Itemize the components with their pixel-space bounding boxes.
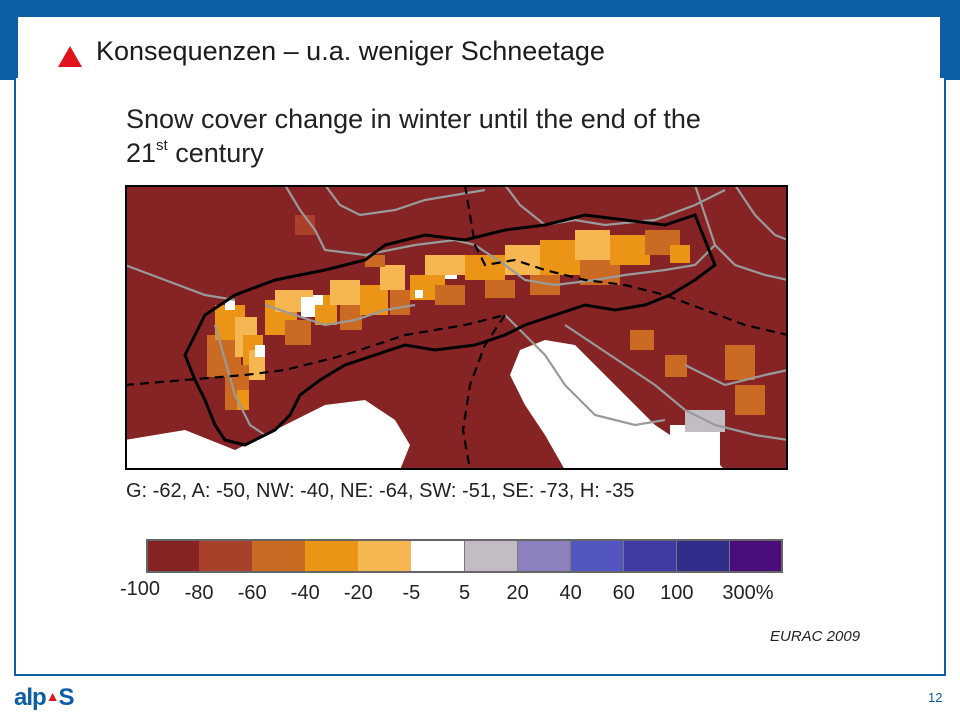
dashed-line xyxy=(463,185,788,337)
triangle-bullet-icon xyxy=(58,46,82,67)
border-line xyxy=(504,185,726,227)
figure-title-line1: Snow cover change in winter until the en… xyxy=(126,104,701,134)
figure-title-century-word: century xyxy=(167,138,264,168)
map-cell xyxy=(540,240,580,275)
map-cell xyxy=(575,230,610,260)
dashed-line xyxy=(125,313,506,387)
alpine-change-cells xyxy=(207,215,765,415)
border-line xyxy=(125,263,236,302)
map-cell xyxy=(530,275,560,295)
figure-title-line2: 21st century xyxy=(126,136,701,170)
colorbar-tick-label: 100 xyxy=(660,582,694,604)
dashed-line xyxy=(461,314,506,470)
map-cell xyxy=(610,235,650,265)
border-line xyxy=(504,314,666,427)
map-cell xyxy=(670,425,720,470)
colorbar-tick-label: 40 xyxy=(559,582,582,604)
colorbar-tick-label: -100 xyxy=(119,578,161,600)
map-cell xyxy=(295,215,315,235)
source-credit: EURAC 2009 xyxy=(770,628,861,645)
map-cell xyxy=(630,330,654,350)
colorbar-swatch xyxy=(623,539,678,573)
border-line xyxy=(213,324,266,436)
figure-title: Snow cover change in winter until the en… xyxy=(126,102,701,170)
map-cell xyxy=(313,295,323,305)
map-frame xyxy=(125,185,788,470)
map-cell xyxy=(225,300,235,310)
slide-title: Konsequenzen – u.a. weniger Schneetage xyxy=(96,36,605,66)
colorbar-swatch xyxy=(252,539,306,573)
title-box xyxy=(16,15,942,79)
map-cell xyxy=(435,285,465,305)
map-cell xyxy=(285,320,311,345)
snow-cover-map xyxy=(125,185,788,470)
map-cell xyxy=(725,345,755,380)
map-cell xyxy=(485,280,515,298)
colorbar-tick-label: -60 xyxy=(237,582,267,604)
alps-logo: alp▲S xyxy=(14,684,75,711)
colorbar-swatch xyxy=(358,539,412,573)
colorbar-swatch xyxy=(411,539,465,573)
colorbar-swatch xyxy=(517,539,572,573)
border-line xyxy=(264,303,416,327)
colorbar-swatch xyxy=(570,539,625,573)
map-cell xyxy=(735,385,765,415)
colorbar-swatch xyxy=(305,539,359,573)
colorbar-swatch xyxy=(199,539,253,573)
dashed-boundaries xyxy=(125,185,788,470)
colorbar-tick-label: -40 xyxy=(290,582,320,604)
border-line xyxy=(324,185,486,217)
colorbar-tick-label: 5 xyxy=(458,582,471,604)
border-line xyxy=(474,244,716,287)
colorbar-swatch xyxy=(464,539,519,573)
map-cell xyxy=(255,345,265,357)
figure-title-century-number: 21 xyxy=(126,138,157,168)
colorbar-tick-label: 300% xyxy=(722,582,774,604)
page-number: 12 xyxy=(928,690,943,705)
border-line xyxy=(284,185,476,257)
regional-summary: G: -62, A: -50, NW: -40, NE: -64, SW: -5… xyxy=(126,480,635,502)
colorbar-swatch xyxy=(146,539,200,573)
border-line xyxy=(684,364,788,387)
map-cell xyxy=(425,255,465,275)
map-cell xyxy=(340,305,362,330)
figure-title-superscript: st xyxy=(156,137,168,154)
map-cell xyxy=(237,390,249,410)
colorbar-tick-label: -20 xyxy=(343,582,373,604)
colorbar-tick-label: -5 xyxy=(402,582,421,604)
country-borders xyxy=(125,185,788,442)
border-line xyxy=(564,324,788,442)
map-cell xyxy=(330,280,360,305)
map-cell xyxy=(415,290,423,298)
map-cell xyxy=(665,355,687,377)
alps-boundary xyxy=(183,213,717,447)
colorbar-swatch xyxy=(729,539,784,573)
map-cell xyxy=(390,290,410,315)
colorbar-tick-label: -80 xyxy=(184,582,214,604)
colorbar-swatch xyxy=(676,539,731,573)
map-cell xyxy=(465,255,505,280)
colorbar-tick-label: 20 xyxy=(506,582,529,604)
map-cell xyxy=(380,265,405,290)
colorbar-tick-label: 60 xyxy=(612,582,635,604)
border-line xyxy=(693,185,788,282)
map-cell xyxy=(670,245,690,263)
border-line xyxy=(734,185,788,242)
